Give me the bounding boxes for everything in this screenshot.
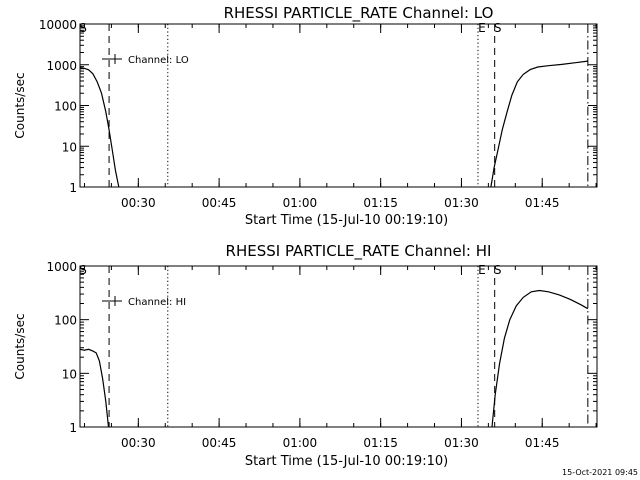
- x-axis-label: Start Time (15-Jul-10 00:19:10): [245, 213, 448, 228]
- y-tick-label: 10: [62, 367, 77, 381]
- series-line: [79, 67, 120, 188]
- marker-label: S: [79, 263, 87, 277]
- chart-title: RHESSI PARTICLE_RATE Channel: HI: [226, 242, 492, 261]
- plot-frame: [79, 265, 598, 428]
- chart-title: RHESSI PARTICLE_RATE Channel: LO: [224, 4, 494, 23]
- series-line: [490, 60, 588, 188]
- chart-lo-channel: RHESSI PARTICLE_RATE Channel: LO 1 10 100 10…: [13, 4, 598, 228]
- x-tick-label: 01:30: [444, 196, 479, 210]
- y-axis-label: Counts/sec: [13, 313, 27, 379]
- y-tick-label: 1000: [46, 260, 77, 274]
- x-tick-label: 00:30: [121, 196, 156, 210]
- y-tick-label: 100: [54, 100, 77, 114]
- y-tick-label: 1: [69, 181, 77, 195]
- y-tick-label: 10: [62, 140, 77, 154]
- x-tick-label: 00:45: [202, 436, 237, 450]
- x-tick-label: 01:00: [283, 436, 318, 450]
- plot-frame: [79, 23, 598, 188]
- series-line: [79, 348, 110, 428]
- y-axis-label: Counts/sec: [13, 72, 27, 138]
- y-tick-label: 1: [69, 421, 77, 435]
- x-tick-label: 01:00: [283, 196, 318, 210]
- marker-label: S: [494, 21, 502, 35]
- y-tick-label: 10000: [39, 18, 77, 32]
- x-tick-label: 00:30: [121, 436, 156, 450]
- y-tick-label: 1000: [46, 59, 77, 73]
- x-tick-label: 01:15: [363, 436, 398, 450]
- x-tick-label: 01:30: [444, 436, 479, 450]
- y-tick-label: 100: [54, 314, 77, 328]
- x-tick-label: 01:45: [525, 436, 560, 450]
- footer-timestamp: 15-Oct-2021 09:45: [562, 468, 638, 477]
- x-tick-label: 00:45: [202, 196, 237, 210]
- x-tick-label: 01:45: [525, 196, 560, 210]
- marker-label: S: [494, 263, 502, 277]
- legend-label: Channel: LO: [128, 55, 189, 66]
- legend-label: Channel: HI: [128, 297, 186, 308]
- series-line: [491, 289, 589, 428]
- x-tick-label: 01:15: [363, 196, 398, 210]
- chart-hi-channel: RHESSI PARTICLE_RATE Channel: HI 1 10 100 10…: [13, 242, 598, 469]
- x-axis-label: Start Time (15-Jul-10 00:19:10): [245, 454, 448, 469]
- marker-label: S: [79, 21, 87, 35]
- marker-label: E: [478, 263, 486, 277]
- marker-label: E: [478, 21, 486, 35]
